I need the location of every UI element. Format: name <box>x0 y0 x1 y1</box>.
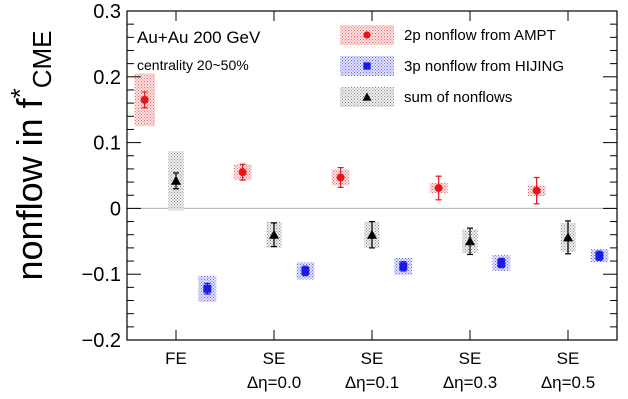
data-point <box>563 232 573 242</box>
y-axis-label-main: nonflow in f <box>9 97 50 280</box>
y-axis-ticks: −0.2 −0.1 0 0.1 0.2 0.3 <box>82 1 617 352</box>
x-axis-category-labels: FE SE Δη=0.0 SE Δη=0.1 SE Δη=0.3 SE Δη=0.5 <box>165 349 595 392</box>
annotation-collision: Au+Au 200 GeV <box>137 28 261 47</box>
y-axis-label: nonflow in f*CME <box>5 30 57 280</box>
data-point <box>203 284 212 293</box>
legend-marker <box>363 31 371 39</box>
legend-label: sum of nonflows <box>404 89 512 106</box>
y-tick-label: 0.3 <box>93 1 121 23</box>
y-tick-label: 0.1 <box>93 133 121 155</box>
x-category-sublabel: Δη=0.1 <box>345 373 399 392</box>
data-markers <box>140 95 604 293</box>
y-tick-label: −0.1 <box>82 264 121 286</box>
legend-label: 2p nonflow from AMPT <box>404 27 556 44</box>
data-point <box>399 262 408 271</box>
legend-entry: sum of nonflows <box>340 87 512 107</box>
y-axis-label-star: * <box>5 88 35 98</box>
data-point <box>465 236 475 246</box>
legend-label: 3p nonflow from HIJING <box>404 58 564 75</box>
data-point <box>238 168 247 177</box>
legend: 2p nonflow from AMPT 3p nonflow from HIJI… <box>340 25 564 107</box>
legend-entry: 2p nonflow from AMPT <box>340 25 556 45</box>
x-category-sublabel: Δη=0.5 <box>541 373 595 392</box>
x-axis-ticks <box>175 11 569 340</box>
data-point <box>532 186 541 195</box>
data-point <box>367 229 377 239</box>
x-category-sublabel: Δη=0.0 <box>247 373 301 392</box>
data-point <box>171 175 181 185</box>
x-category-label: SE <box>557 349 580 368</box>
data-point <box>434 184 443 193</box>
y-axis-label-sub: CME <box>27 30 57 88</box>
y-tick-label: 0.2 <box>93 67 121 89</box>
annotations: Au+Au 200 GeV centrality 20~50% <box>137 28 261 73</box>
data-point <box>497 259 506 268</box>
x-category-label: SE <box>263 349 286 368</box>
y-tick-label: −0.2 <box>82 330 121 352</box>
data-point <box>301 266 310 275</box>
x-category-label: SE <box>361 349 384 368</box>
legend-marker <box>362 92 372 101</box>
annotation-centrality: centrality 20~50% <box>137 57 249 73</box>
data-point <box>595 251 604 260</box>
y-axis-title: nonflow in f*CME <box>5 30 57 280</box>
data-point <box>269 229 279 239</box>
x-category-sublabel: Δη=0.3 <box>443 373 497 392</box>
legend-entry: 3p nonflow from HIJING <box>340 56 564 76</box>
x-category-label: SE <box>459 349 482 368</box>
x-category-label: FE <box>165 349 187 368</box>
y-tick-label: 0 <box>110 198 121 220</box>
data-point <box>140 95 149 104</box>
legend-marker <box>363 62 371 70</box>
data-point <box>336 173 345 182</box>
